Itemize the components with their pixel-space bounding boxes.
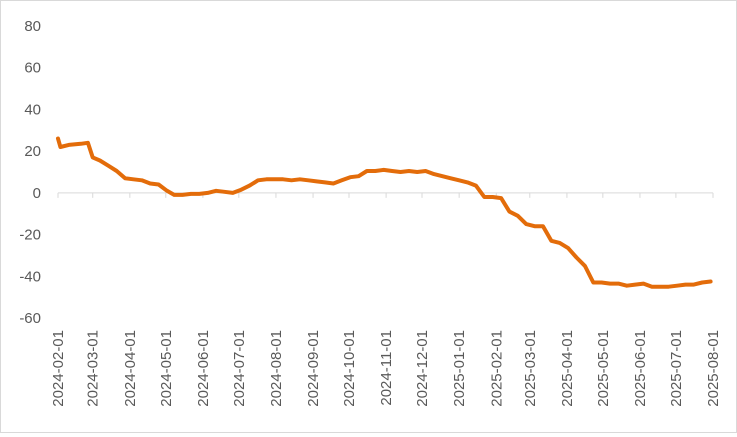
x-tick-label: 2024-09-01: [305, 330, 322, 407]
x-tick-label: 2024-05-01: [158, 330, 175, 407]
x-tick-label: 2025-06-01: [632, 330, 649, 407]
y-tick-label: -40: [19, 268, 41, 285]
x-tick-label: 2024-11-01: [378, 330, 395, 406]
y-axis: 80 60 40 20 0 -20 -40 -60: [19, 18, 41, 327]
x-tick-label: 2025-07-01: [668, 330, 685, 407]
x-tick-label: 2025-01-01: [451, 330, 468, 407]
x-tick-label: 2025-05-01: [595, 330, 612, 407]
series-layer: [56, 136, 713, 289]
y-tick-label: 0: [33, 185, 41, 202]
x-tick-label: 2024-04-01: [122, 330, 139, 407]
x-tick-label: 2024-06-01: [195, 330, 212, 407]
x-tick-label: 2024-03-01: [85, 330, 102, 407]
y-tick-label: 60: [24, 60, 41, 77]
x-tick-label: 2025-03-01: [522, 330, 539, 407]
x-tick-label: 2024-12-01: [414, 330, 431, 407]
y-tick-label: -60: [19, 310, 41, 327]
series-line: [56, 136, 713, 289]
x-tick-label: 2025-04-01: [559, 330, 576, 407]
y-tick-label: 80: [24, 18, 41, 35]
x-tick-label: 2024-10-01: [341, 330, 358, 407]
x-axis: 2024-02-01 2024-03-01 2024-04-01 2024-05-01…: [50, 192, 722, 407]
x-tick-label: 2024-02-01: [50, 330, 67, 407]
x-tick-label: 2025-08-01: [705, 330, 722, 407]
x-tick-label: 2025-02-01: [488, 330, 505, 407]
x-tick-label: 2024-07-01: [231, 330, 248, 407]
x-tick-label: 2024-08-01: [268, 330, 285, 407]
y-tick-label: -20: [19, 227, 41, 244]
y-tick-label: 40: [24, 101, 41, 118]
y-tick-label: 20: [24, 143, 41, 160]
